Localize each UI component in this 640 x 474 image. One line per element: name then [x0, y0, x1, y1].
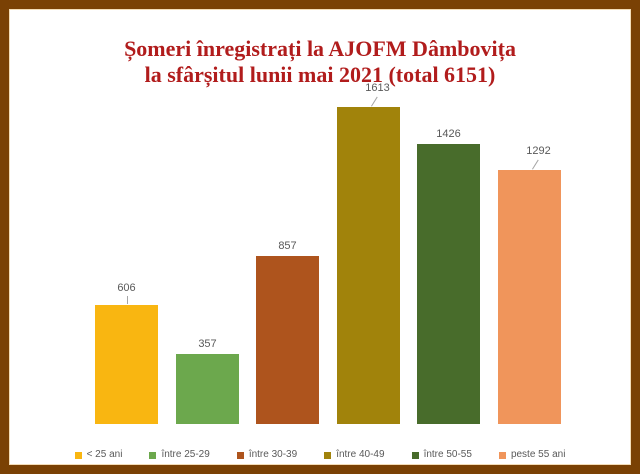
chart-title-line-2: la sfârșitul lunii mai 2021 (total 6151) [144, 62, 496, 87]
legend-swatch-icon [74, 451, 82, 459]
legend-label: între 30-39 [248, 449, 298, 460]
bar-value-label: 857 [278, 240, 297, 252]
legend-label: între 25-29 [161, 449, 210, 460]
legend-label: < 25 ani [86, 449, 123, 460]
legend-label: între 50-55 [423, 449, 472, 460]
legend-item-ntre-25-29: între 25-29 [149, 449, 210, 461]
bar-value-label: 1292 [526, 145, 551, 157]
bar-25-ani [95, 305, 158, 424]
legend-label: între 40-49 [336, 449, 385, 460]
chart-title-line-1: Șomeri înregistrați la AJOFM Dâmbovița [124, 36, 516, 61]
value-leader-line [370, 96, 378, 107]
legend-item-ntre-40-49: între 40-49 [324, 449, 385, 461]
legend-swatch-icon [411, 451, 419, 459]
legend-swatch-icon [149, 451, 157, 459]
value-leader-line [531, 159, 539, 170]
bar-value-label: 357 [198, 338, 217, 350]
bar-value-label: 1426 [436, 128, 461, 140]
legend-item-peste-55-ani: peste 55 ani [498, 449, 566, 461]
legend-label: peste 55 ani [510, 449, 566, 460]
legend-item-25-ani: < 25 ani [74, 449, 123, 461]
legend-swatch-icon [498, 451, 506, 459]
bar-value-label: 1613 [365, 82, 390, 94]
value-leader-line [126, 296, 128, 304]
legend-item-ntre-30-39: între 30-39 [236, 449, 298, 461]
legend-item-ntre-50-55: între 50-55 [411, 449, 472, 461]
chart-legend: < 25 ani între 25-29 între 30-39 între 40-4… [9, 449, 631, 461]
bar-ntre-50-55 [417, 144, 480, 424]
legend-swatch-icon [236, 451, 244, 459]
bar-value-label: 606 [117, 282, 136, 294]
bar-ntre-30-39 [256, 256, 319, 424]
legend-swatch-icon [324, 451, 332, 459]
bar-ntre-25-29 [176, 354, 239, 424]
bar-ntre-40-49 [337, 107, 400, 424]
bar-peste-55-ani [498, 170, 561, 424]
bar-chart-plot-area: 606 357 857 1613 1426 1292 [9, 9, 631, 465]
chart-title: Șomeri înregistrați la AJOFM Dâmbovița la… [9, 36, 631, 88]
